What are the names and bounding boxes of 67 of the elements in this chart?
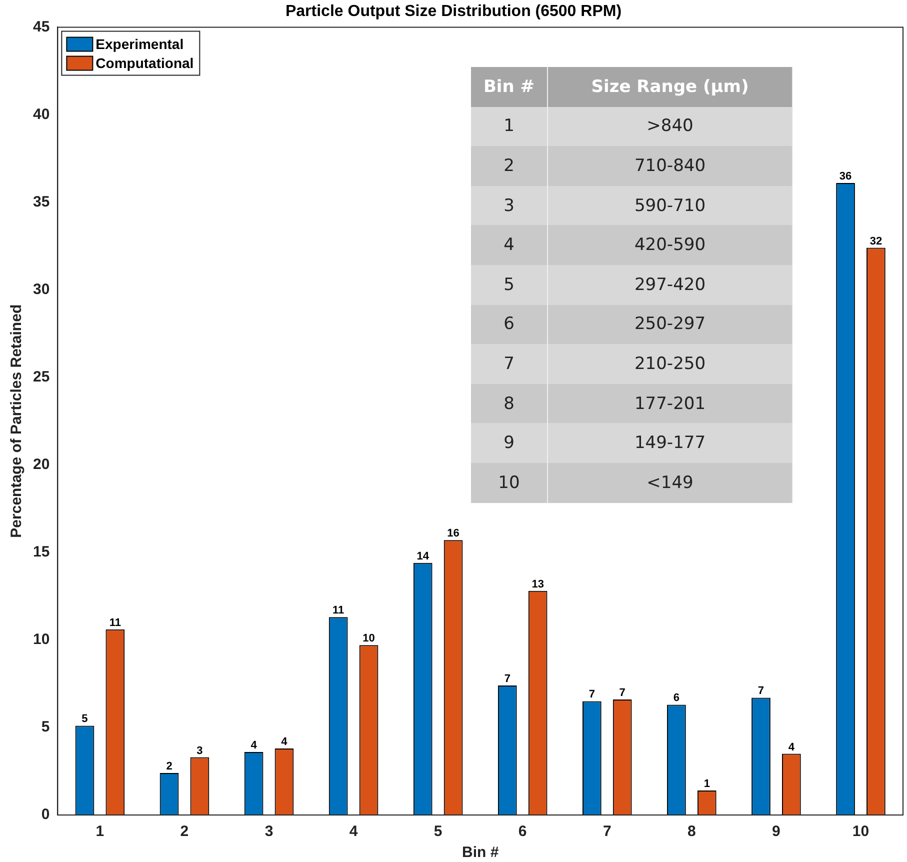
annotation: 9 [471,423,548,463]
annotation: Size Range (μm) [548,67,792,107]
annotation: <149 [548,462,792,503]
data-label: 3 [196,744,203,757]
data-label: 16 [447,528,460,540]
annotation: Bin # [471,67,548,107]
x-axis-title: Bin # [462,844,500,862]
annotation: 297-420 [548,264,792,305]
data-label: 11 [332,604,344,617]
x-tick-label: 10 [852,823,870,840]
data-label: 1 [704,778,710,790]
data-label: 6 [673,692,680,704]
annotation: 6 [471,304,548,344]
annotation: 250-297 [548,304,792,344]
annotation: 5 [471,264,548,305]
y-tick-label: 15 [32,544,50,561]
y-tick-label: 30 [32,280,50,298]
y-tick-label: 20 [32,456,50,474]
annotation: 210-250 [548,344,792,384]
annotation: 8 [471,384,548,424]
legend-label: Computational [96,55,194,72]
data-label: 36 [839,170,852,183]
x-tick-label: 9 [772,823,780,840]
x-tick-label: 8 [688,823,696,840]
data-label: 14 [416,550,430,562]
x-tick-label: 7 [602,823,612,840]
y-tick-label: 45 [32,18,50,36]
data-label: 10 [362,632,375,645]
annotation: 2 [471,146,548,186]
data-label: 4 [788,741,796,754]
y-axis-title: Percentage of Particles Retained [8,304,26,538]
annotation: 177-201 [548,384,792,424]
annotation: 4 [471,225,548,265]
data-label: 11 [109,616,121,629]
legend-label: Experimental [96,36,184,52]
x-tick-label: 2 [180,823,189,840]
data-label: 4 [281,736,288,748]
x-tick-label: 1 [96,823,104,840]
data-label: 7 [619,686,626,699]
y-tick-label: 10 [32,631,50,648]
annotation: 1 [471,106,548,146]
data-label: 7 [758,685,764,698]
annotation: 420-590 [548,225,792,265]
chart-title: Particle Output Size Distribution (6500 RPM) [285,3,622,20]
data-label: 32 [870,235,882,248]
annotation: >840 [548,106,792,146]
annotation: 590-710 [548,186,792,226]
y-tick-label: 40 [32,106,50,123]
y-tick-label: 25 [32,368,50,386]
data-label: 7 [504,672,510,685]
annotation: 3 [471,186,548,226]
y-tick-label: 5 [41,718,50,736]
data-label: 5 [82,713,88,726]
data-label: 2 [166,760,172,773]
data-label: 4 [250,740,258,752]
x-tick-label: 4 [349,823,358,840]
annotation: 710-840 [548,146,792,186]
x-tick-label: 3 [264,823,274,840]
data-label: 13 [532,578,544,590]
annotation: 10 [471,462,548,503]
y-tick-label: 0 [41,806,50,824]
data-label: 7 [588,688,595,701]
annotation: 149-177 [548,423,792,463]
y-tick-label: 35 [32,193,50,210]
x-tick-label: 5 [434,823,442,840]
x-tick-label: 6 [518,823,527,840]
annotation: 7 [471,344,548,384]
